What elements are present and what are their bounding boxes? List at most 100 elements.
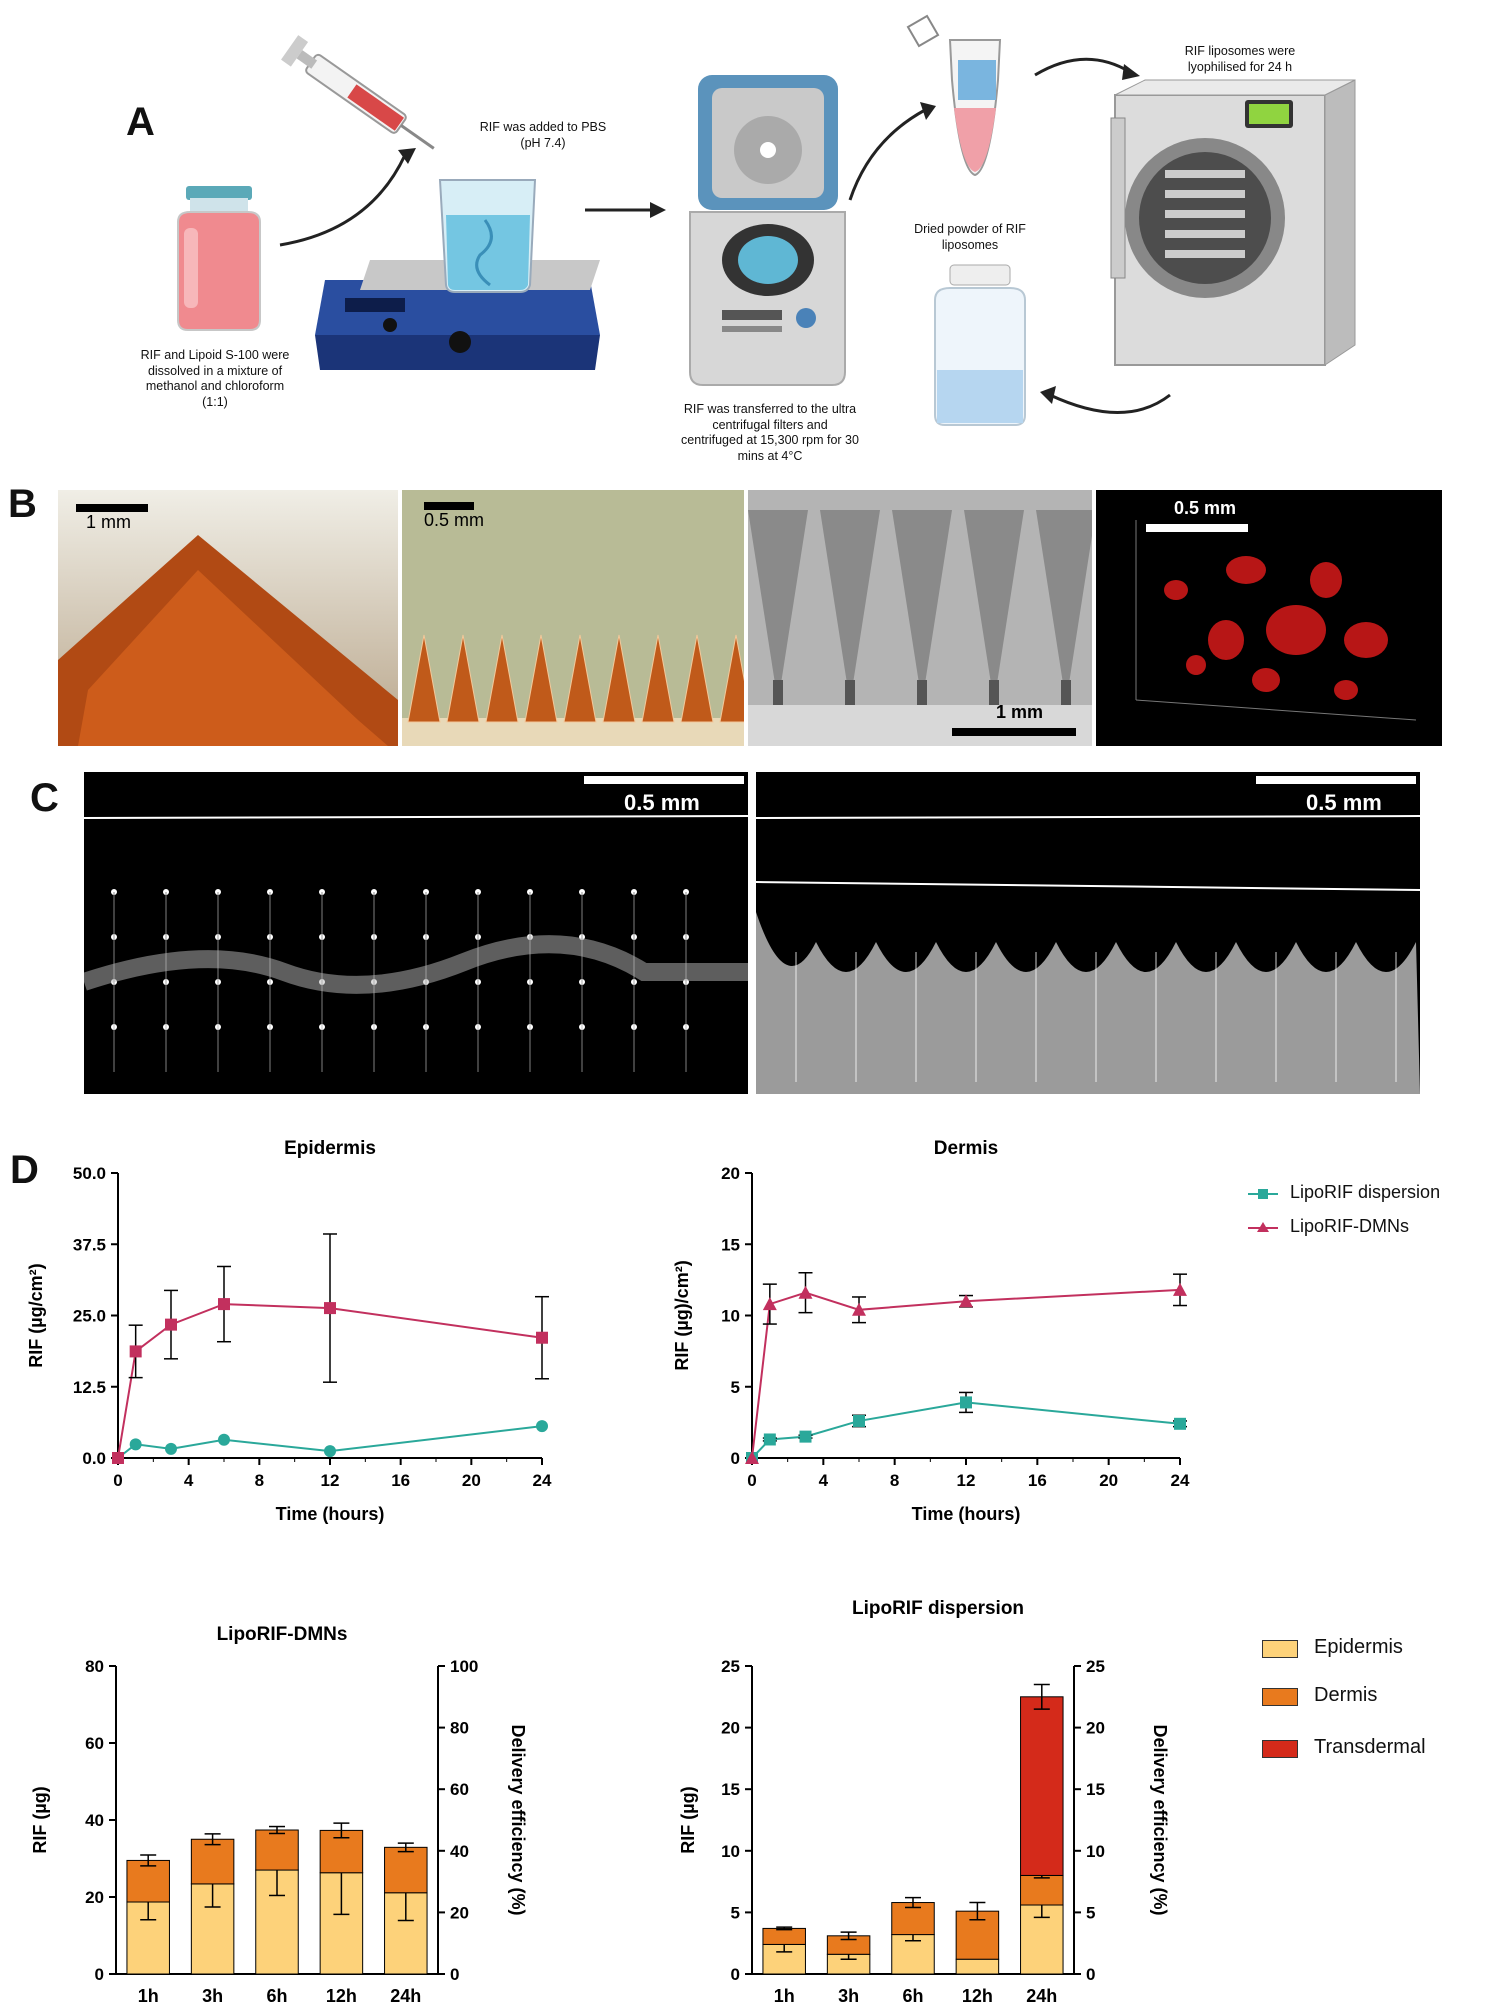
x-tick-label: 16 <box>391 1471 410 1490</box>
hotplate-stirrer-icon <box>315 260 600 370</box>
series-line <box>751 1288 1181 1459</box>
legend-dispersion: LipoRIF dispersion <box>1290 1182 1441 1202</box>
x-tick-label: 1h <box>774 1986 795 2006</box>
data-point <box>745 1451 759 1464</box>
data-point <box>324 1445 336 1458</box>
data-point <box>218 1433 230 1446</box>
y2-tick-label: 20 <box>1086 1719 1105 1738</box>
x-tick-label: 1h <box>138 1986 159 2006</box>
y2-tick-label: 25 <box>1086 1657 1105 1676</box>
caption-step2: RIF was added to PBS (pH 7.4) <box>479 120 607 150</box>
data-point <box>324 1302 336 1315</box>
data-point <box>852 1302 866 1316</box>
legend-epidermis: Epidermis <box>1314 1636 1403 1658</box>
y2-tick-label: 80 <box>450 1719 469 1738</box>
y-tick-label: 50.0 <box>73 1164 106 1183</box>
y-tick-label: 25 <box>721 1657 740 1676</box>
scale-bar-label: 1 mm <box>996 702 1044 722</box>
y-tick-label: 10 <box>721 1307 740 1326</box>
scale-bar <box>952 728 1076 736</box>
x-tick-label: 0 <box>113 1471 122 1490</box>
freeze-dryer-icon <box>1110 79 1356 366</box>
dispersion-legend-marker <box>1258 1189 1268 1199</box>
y2-tick-label: 10 <box>1086 1842 1105 1861</box>
y-tick-label: 60 <box>85 1734 104 1753</box>
data-point <box>218 1298 230 1311</box>
y-axis-label: RIF (µg)/cm²) <box>672 1260 692 1370</box>
x-tick-label: 12h <box>326 1986 357 2006</box>
y-tick-label: 15 <box>721 1780 740 1799</box>
tube-icon <box>906 14 1002 177</box>
data-point <box>763 1433 776 1446</box>
y-axis-label: RIF (µg) <box>678 1786 698 1853</box>
dmns-legend-marker <box>1257 1222 1269 1232</box>
data-point <box>853 1414 865 1427</box>
scale-bar-label: 0.5 mm <box>1174 498 1237 518</box>
x-tick-label: 20 <box>1099 1471 1118 1490</box>
scale-bar-label: 1 mm <box>86 512 131 532</box>
data-point <box>112 1452 124 1464</box>
scale-bar <box>424 502 474 510</box>
y-tick-label: 20 <box>721 1719 740 1738</box>
scale-bar-label: 0.5 mm <box>1306 790 1382 815</box>
x-tick-label: 16 <box>1028 1471 1047 1490</box>
x-tick-label: 12 <box>321 1471 340 1490</box>
y-tick-label: 25.0 <box>73 1307 106 1326</box>
panel-d-label: D <box>10 1148 39 1192</box>
dermis-line-chart: Dermis 0 4 8 12 16 20 24 0 5 10 15 20 Time (hours) RIF… <box>672 1138 1190 1524</box>
x-tick-label: 3h <box>838 1986 859 2006</box>
caption-step1: RIF and Lipoid S-100 were dissolved in a… <box>140 348 290 409</box>
data-point <box>798 1285 813 1299</box>
syringe-icon <box>281 35 435 150</box>
legend-transdermal: Transdermal <box>1314 1736 1426 1758</box>
bar-segment <box>190 1838 235 1885</box>
data-point <box>129 1438 142 1451</box>
fluorescence-image: 0.5 mm <box>1096 490 1442 746</box>
y-tick-label: 40 <box>85 1811 104 1830</box>
scale-bar <box>584 776 744 784</box>
chart-title: Dermis <box>934 1138 998 1159</box>
data-point <box>165 1442 177 1455</box>
scale-bar <box>76 504 148 512</box>
y-tick-label: 0.0 <box>82 1449 106 1468</box>
y-tick-label: 12.5 <box>73 1378 106 1397</box>
data-point <box>165 1318 177 1331</box>
bar-segment <box>255 1829 299 1871</box>
y2-tick-label: 40 <box>450 1842 469 1861</box>
y-tick-label: 5 <box>731 1903 740 1922</box>
x-axis-label: Time (hours) <box>912 1504 1021 1524</box>
bar-segment <box>384 1846 428 1894</box>
data-point <box>959 1294 973 1308</box>
x-tick-label: 8 <box>255 1471 264 1490</box>
data-point <box>762 1297 777 1311</box>
y2-axis-label: Delivery efficiency (%) <box>508 1724 528 1915</box>
y-axis-label: RIF (µg) <box>30 1786 50 1853</box>
scale-bar <box>1146 524 1248 532</box>
y-tick-label: 37.5 <box>73 1235 106 1254</box>
vial-icon <box>177 186 261 331</box>
y-axis-label: RIF (µg/cm²) <box>26 1263 46 1367</box>
caption-step4: RIF liposomes were lyophilised for 24 h <box>1184 44 1296 74</box>
panel-c-label: C <box>30 776 59 820</box>
y-tick-label: 15 <box>721 1235 740 1254</box>
bar-segment <box>126 1859 170 1903</box>
x-tick-label: 6h <box>902 1986 923 2006</box>
sem-image: 1 mm <box>748 490 1092 746</box>
liporif-dispersion-bar-chart: LipoRIF dispersion 0 5 10 15 20 25 0 5 10 15 20 25 RI… <box>678 1598 1170 2006</box>
data-point <box>960 1396 972 1409</box>
y-tick-label: 10 <box>721 1842 740 1861</box>
y-tick-label: 20 <box>721 1164 740 1183</box>
microneedle-photo-1: 1 mm <box>58 490 398 746</box>
x-tick-label: 6h <box>266 1986 287 2006</box>
scale-bar-label: 0.5 mm <box>624 790 700 815</box>
caption-step3: RIF was transferred to the ultra centrif… <box>681 402 859 463</box>
oct-image-2: 0.5 mm <box>756 772 1420 1094</box>
schematic-illustration <box>177 14 1356 426</box>
y2-tick-label: 0 <box>450 1965 459 1984</box>
x-tick-label: 3h <box>202 1986 223 2006</box>
bar-segment <box>1020 1874 1064 1906</box>
y-tick-label: 20 <box>85 1888 104 1907</box>
caption-step5: Dried powder of RIF liposomes <box>914 222 1026 252</box>
scale-bar <box>1256 776 1416 784</box>
y2-tick-label: 60 <box>450 1780 469 1799</box>
